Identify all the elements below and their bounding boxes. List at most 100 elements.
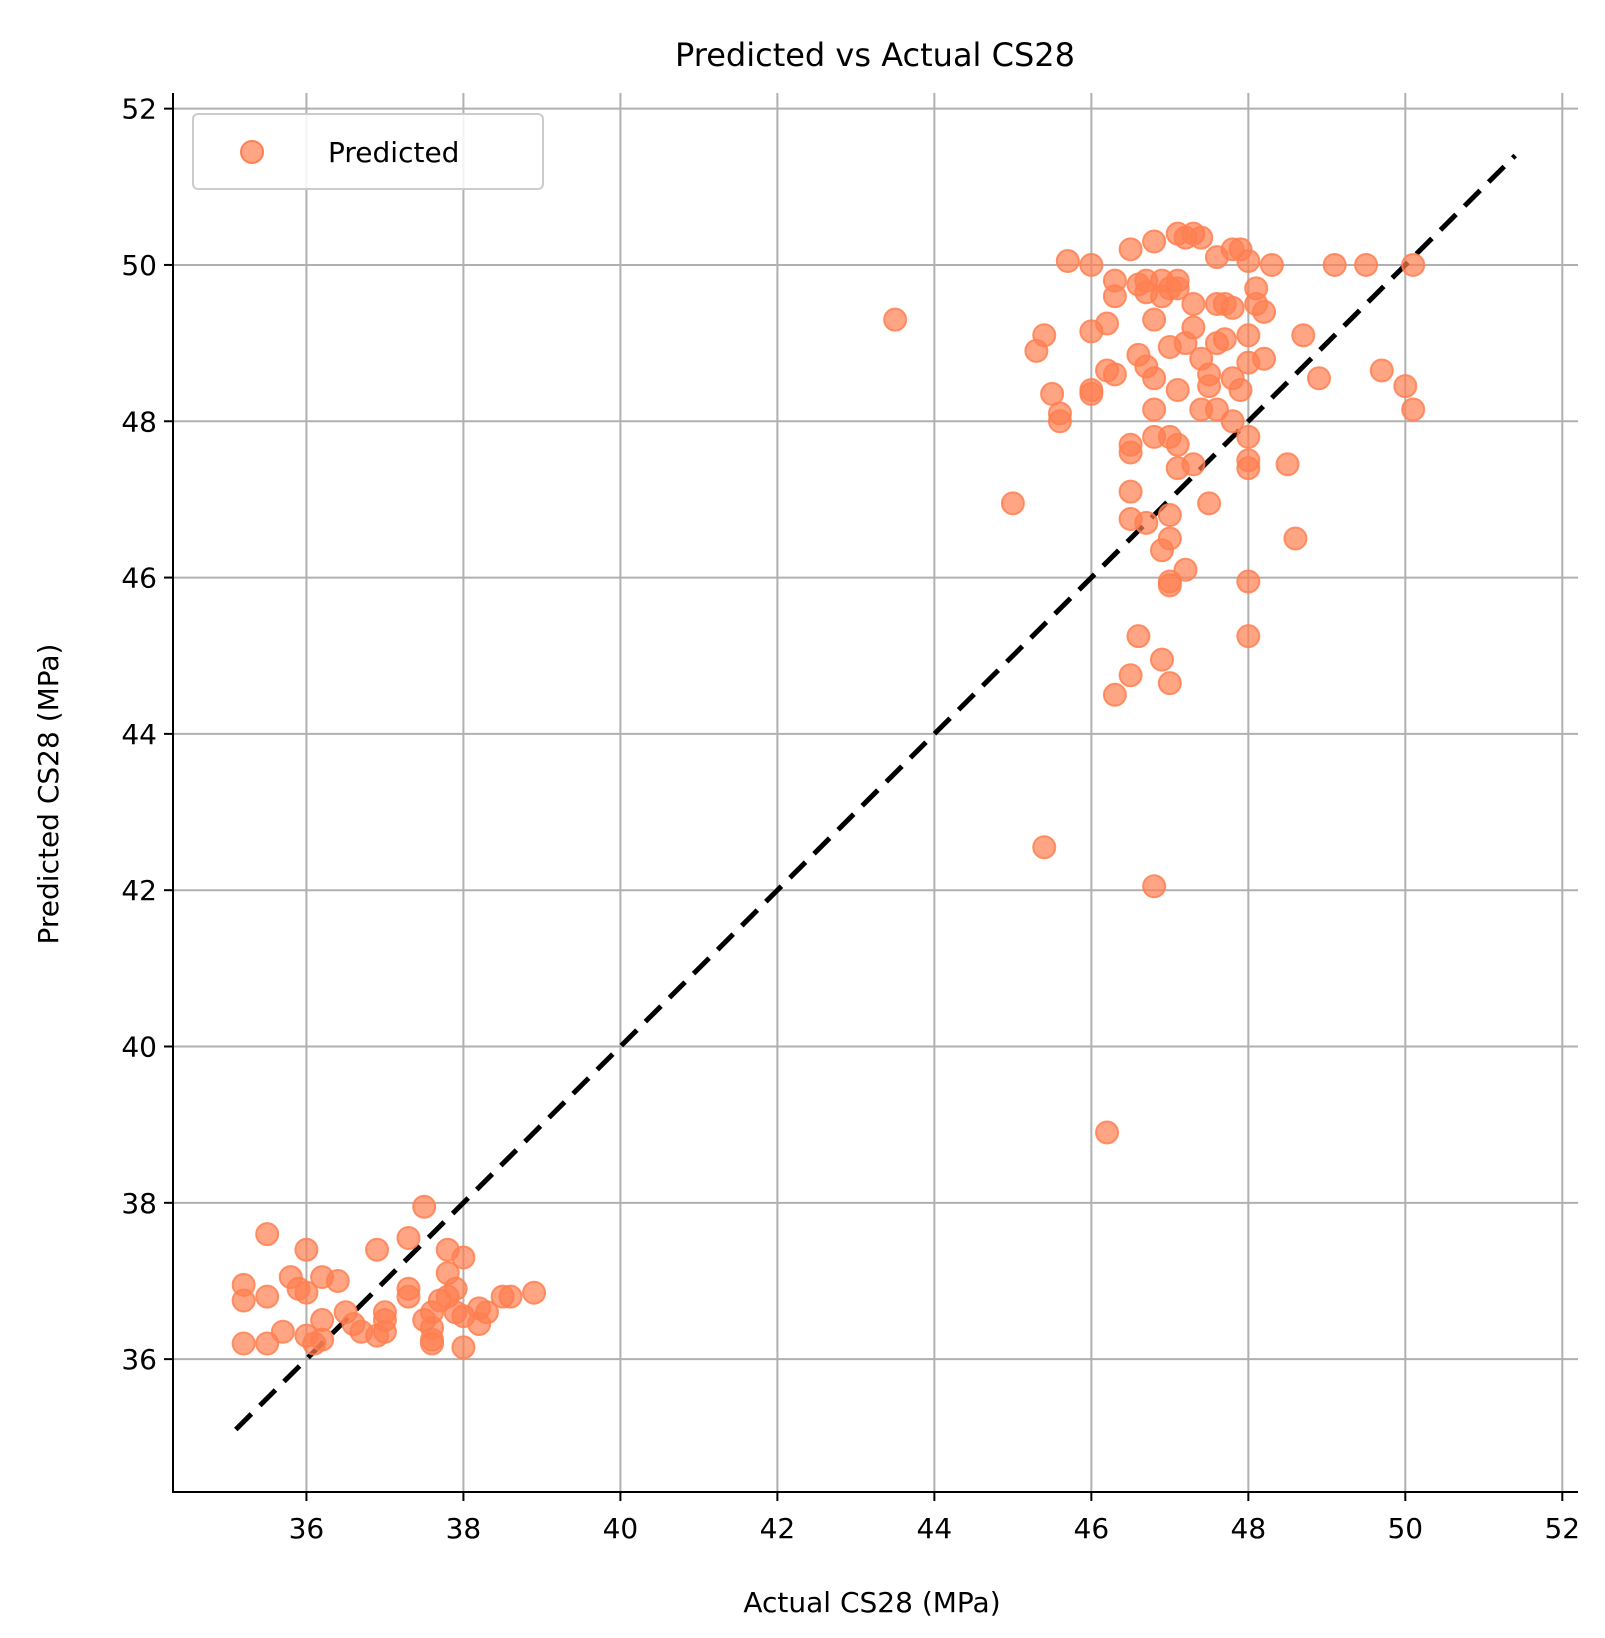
data-point bbox=[1369, 358, 1394, 383]
data-point bbox=[1236, 424, 1261, 449]
data-point bbox=[1118, 440, 1143, 465]
data-point bbox=[1102, 362, 1127, 387]
data-point bbox=[1181, 315, 1206, 340]
x-tick-label: 36 bbox=[289, 1512, 325, 1545]
data-point bbox=[1236, 569, 1261, 594]
data-point bbox=[1259, 252, 1284, 277]
data-point bbox=[1165, 276, 1190, 301]
data-point bbox=[294, 1280, 319, 1305]
data-point bbox=[396, 1225, 421, 1250]
x-tick-label: 46 bbox=[1074, 1512, 1110, 1545]
data-point bbox=[231, 1288, 256, 1313]
data-point bbox=[1228, 377, 1253, 402]
data-point bbox=[1354, 252, 1379, 277]
data-point bbox=[1142, 229, 1167, 254]
data-point bbox=[1393, 374, 1418, 399]
data-point bbox=[1283, 526, 1308, 551]
data-point bbox=[1220, 295, 1245, 320]
data-point bbox=[1181, 452, 1206, 477]
data-point bbox=[1118, 479, 1143, 504]
data-point bbox=[1095, 1120, 1120, 1145]
data-point bbox=[498, 1284, 523, 1309]
axes bbox=[164, 93, 1578, 1501]
data-point bbox=[231, 1331, 256, 1356]
data-point bbox=[412, 1194, 437, 1219]
tick-labels: 36 38 40 42 44 46 48 50 52 36 38 40 42 44 46 48 50 52 bbox=[121, 93, 1580, 1545]
y-tick-label: 44 bbox=[121, 718, 157, 751]
data-point bbox=[1220, 409, 1245, 434]
data-point bbox=[1306, 366, 1331, 391]
data-point bbox=[1095, 311, 1120, 336]
data-point bbox=[1212, 327, 1237, 352]
data-point bbox=[1032, 835, 1057, 860]
y-tick-label: 40 bbox=[121, 1031, 157, 1064]
data-point bbox=[1189, 225, 1214, 250]
x-tick-label: 42 bbox=[760, 1512, 796, 1545]
x-axis-label: Actual CS28 (MPa) bbox=[743, 1586, 1000, 1619]
data-point bbox=[1173, 557, 1198, 582]
x-tick-label: 40 bbox=[603, 1512, 639, 1545]
data-point bbox=[474, 1300, 499, 1325]
data-point bbox=[1000, 491, 1025, 516]
data-point bbox=[522, 1280, 547, 1305]
y-tick-label: 42 bbox=[121, 874, 157, 907]
data-point bbox=[1401, 397, 1426, 422]
data-point bbox=[1236, 456, 1261, 481]
data-point bbox=[883, 307, 908, 332]
data-point bbox=[420, 1331, 445, 1356]
legend-marker bbox=[240, 140, 264, 164]
data-point bbox=[1079, 381, 1104, 406]
data-point bbox=[1149, 647, 1174, 672]
data-point bbox=[325, 1268, 350, 1293]
data-point bbox=[1322, 252, 1347, 277]
data-point bbox=[1252, 346, 1277, 371]
data-point bbox=[1142, 366, 1167, 391]
data-point bbox=[1079, 252, 1104, 277]
data-point bbox=[1134, 510, 1159, 535]
y-tick-label: 46 bbox=[121, 562, 157, 595]
data-point bbox=[451, 1335, 476, 1360]
reference-line-group bbox=[234, 153, 1517, 1432]
x-tick-label: 38 bbox=[446, 1512, 482, 1545]
data-point bbox=[270, 1319, 295, 1344]
data-point bbox=[1181, 292, 1206, 317]
data-point bbox=[1102, 682, 1127, 707]
data-point bbox=[1236, 624, 1261, 649]
data-point bbox=[255, 1222, 280, 1247]
x-tick-label: 50 bbox=[1387, 1512, 1423, 1545]
data-point bbox=[1118, 663, 1143, 688]
legend-label: Predicted bbox=[328, 136, 459, 169]
data-point bbox=[1275, 452, 1300, 477]
data-point bbox=[365, 1237, 390, 1262]
data-point bbox=[1157, 526, 1182, 551]
data-point bbox=[1236, 249, 1261, 274]
legend: Predicted bbox=[192, 113, 544, 190]
data-point bbox=[396, 1284, 421, 1309]
data-point bbox=[451, 1245, 476, 1270]
data-point bbox=[1165, 432, 1190, 457]
data-point bbox=[1118, 237, 1143, 262]
data-point bbox=[443, 1276, 468, 1301]
data-point bbox=[1102, 284, 1127, 309]
y-tick-label: 52 bbox=[121, 93, 157, 126]
data-point bbox=[1126, 624, 1151, 649]
x-tick-label: 48 bbox=[1231, 1512, 1267, 1545]
data-point bbox=[1157, 503, 1182, 528]
data-point bbox=[1401, 252, 1426, 277]
data-point bbox=[372, 1319, 397, 1344]
data-point bbox=[255, 1284, 280, 1309]
data-point bbox=[294, 1237, 319, 1262]
y-tick-label: 48 bbox=[121, 405, 157, 438]
data-point bbox=[1236, 323, 1261, 348]
data-points bbox=[231, 221, 1426, 1360]
reference-line bbox=[234, 153, 1517, 1432]
y-axis-label: Predicted CS28 (MPa) bbox=[32, 644, 65, 945]
chart-title: Predicted vs Actual CS28 bbox=[675, 36, 1075, 74]
y-tick-label: 38 bbox=[121, 1187, 157, 1220]
data-point bbox=[1032, 323, 1057, 348]
data-point bbox=[310, 1327, 335, 1352]
data-point bbox=[1197, 491, 1222, 516]
data-point bbox=[1157, 573, 1182, 598]
